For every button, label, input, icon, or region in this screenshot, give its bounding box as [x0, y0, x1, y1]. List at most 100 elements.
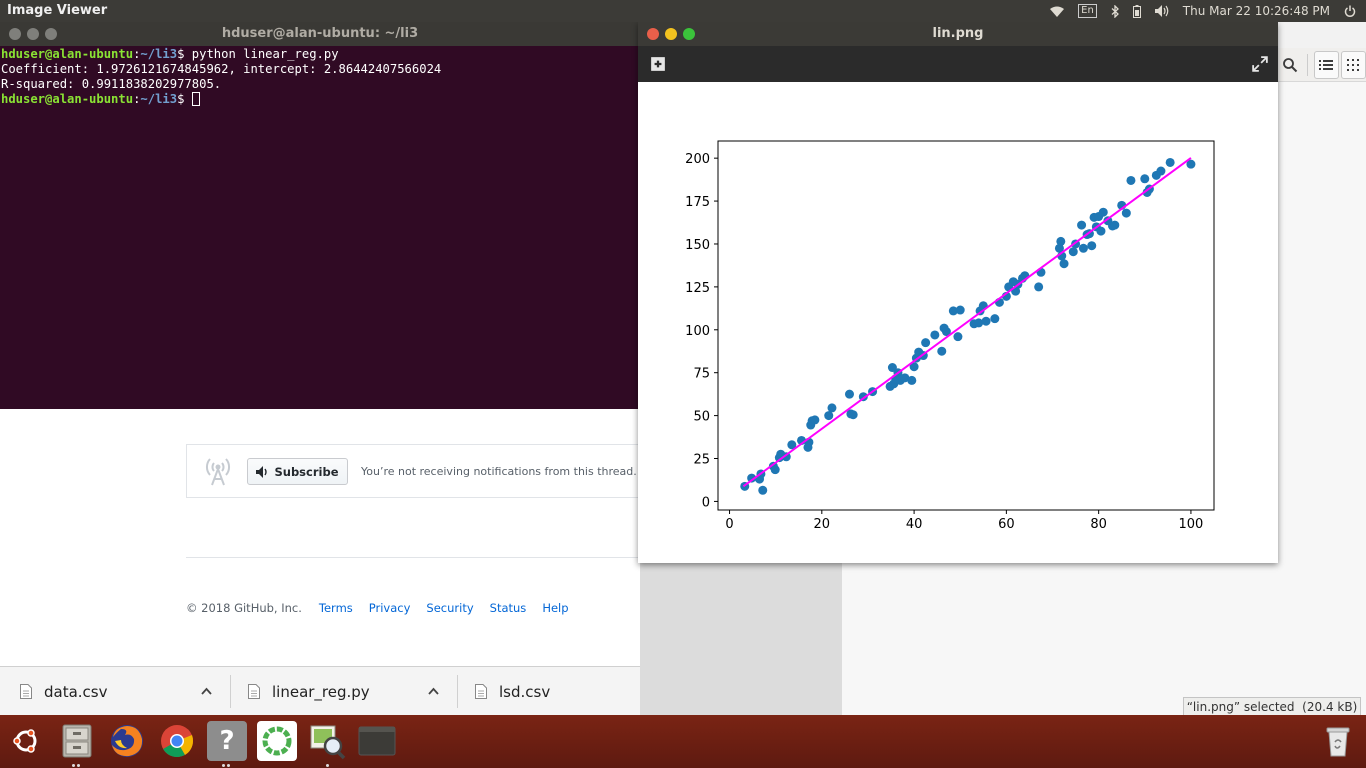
wifi-icon[interactable]	[1050, 6, 1065, 17]
data-point	[948, 306, 958, 316]
viewer-title: lin.png	[932, 26, 984, 41]
prompt-symbol: $	[177, 47, 192, 61]
list-view-button[interactable]	[1313, 50, 1339, 79]
prompt-user: hduser@alan-ubuntu	[1, 92, 134, 106]
running-indicator	[326, 764, 329, 767]
data-point	[787, 440, 797, 450]
download-item[interactable]: data.csv	[20, 667, 220, 716]
prompt-separator: :	[133, 92, 141, 106]
data-point	[810, 415, 820, 425]
green-ring-app-icon[interactable]	[257, 721, 297, 761]
data-point	[955, 305, 965, 315]
clock[interactable]: Thu Mar 22 10:26:48 PM	[1182, 4, 1330, 18]
volume-icon[interactable]	[1154, 5, 1169, 17]
maximize-button[interactable]	[683, 28, 695, 40]
running-indicator	[72, 764, 75, 767]
prompt-user: hduser@alan-ubuntu	[1, 47, 134, 61]
data-point	[921, 338, 931, 348]
battery-icon[interactable]	[1132, 4, 1141, 18]
minimize-button[interactable]	[665, 28, 677, 40]
image-canvas[interactable]: 0 20 40 60 80 100 0 25 50 75 100 125 150 175 200	[638, 82, 1278, 563]
y-tick-label: 50	[693, 410, 710, 425]
data-point	[1156, 166, 1166, 176]
file-icon	[248, 684, 260, 699]
terminal-window[interactable]: hduser@alan-ubuntu: ~/li3 hduser@alan-ub…	[0, 22, 640, 409]
files-toolbar	[1276, 48, 1366, 82]
terminal-output[interactable]: hduser@alan-ubuntu:~/li3$ python linear_…	[0, 46, 640, 108]
data-point	[1165, 157, 1175, 167]
data-point	[827, 403, 837, 413]
files-sidebar-strip	[640, 560, 842, 715]
data-point	[1078, 243, 1088, 253]
data-point	[1186, 159, 1196, 169]
data-point	[1068, 247, 1078, 257]
data-point	[941, 327, 951, 337]
regression-line	[742, 157, 1192, 488]
firefox-icon[interactable]	[107, 721, 147, 761]
footer-link-privacy[interactable]: Privacy	[368, 601, 411, 615]
running-indicator	[77, 764, 80, 767]
file-icon	[475, 684, 487, 699]
data-point	[1034, 282, 1044, 292]
close-button[interactable]	[647, 28, 659, 40]
y-tick-label: 75	[693, 367, 710, 382]
prompt-path: ~/li3	[140, 47, 178, 61]
data-point	[1059, 259, 1069, 269]
footer-link-terms[interactable]: Terms	[318, 601, 353, 615]
image-viewer-icon[interactable]	[307, 721, 347, 761]
x-tick-label: 40	[906, 517, 923, 532]
footer-link-status[interactable]: Status	[489, 601, 527, 615]
terminal-titlebar[interactable]: hduser@alan-ubuntu: ~/li3	[0, 22, 640, 46]
prompt-separator: :	[133, 47, 141, 61]
keyboard-layout-indicator[interactable]: En	[1078, 4, 1097, 18]
chevron-up-icon[interactable]	[201, 687, 212, 695]
notifications-box: Subscribe You’re not receiving notificat…	[186, 444, 646, 498]
chevron-up-icon[interactable]	[428, 687, 439, 695]
subscribe-label: Subscribe	[274, 464, 339, 479]
footer-link-security[interactable]: Security	[426, 601, 474, 615]
x-tick-label: 80	[1090, 517, 1107, 532]
launcher-dock: ?	[0, 715, 1366, 768]
gallery-toggle-icon[interactable]	[650, 56, 666, 72]
x-tick-label: 60	[998, 517, 1015, 532]
help-icon[interactable]: ?	[207, 721, 247, 761]
data-point	[937, 346, 947, 356]
fullscreen-icon[interactable]	[1252, 56, 1268, 72]
data-point	[1098, 207, 1108, 217]
data-point	[1126, 175, 1136, 185]
grid-view-button[interactable]	[1340, 50, 1366, 79]
chrome-icon[interactable]	[157, 721, 197, 761]
running-indicator	[227, 764, 230, 767]
selection-status: “lin.png” selected (20.4 kB)	[1183, 697, 1361, 716]
data-point	[844, 389, 854, 399]
download-separator	[457, 675, 458, 708]
broadcast-icon	[206, 458, 230, 486]
data-point	[1096, 226, 1106, 236]
close-button[interactable]	[9, 28, 21, 40]
trash-icon[interactable]	[1318, 721, 1358, 761]
data-point	[848, 410, 858, 420]
ubuntu-logo-icon[interactable]	[6, 721, 46, 761]
minimize-button[interactable]	[27, 28, 39, 40]
download-filename: linear_reg.py	[272, 682, 370, 701]
files-icon[interactable]	[57, 721, 97, 761]
subscribe-button[interactable]: Subscribe	[247, 458, 348, 485]
terminal-icon[interactable]	[357, 721, 397, 761]
x-tick-label: 20	[814, 517, 831, 532]
prompt-path: ~/li3	[140, 92, 178, 106]
data-point	[781, 452, 791, 462]
download-item[interactable]: lsd.csv	[475, 667, 625, 716]
download-item[interactable]: linear_reg.py	[248, 667, 448, 716]
footer-divider	[186, 557, 640, 558]
power-icon[interactable]	[1344, 5, 1356, 17]
viewer-titlebar[interactable]: lin.png	[638, 22, 1278, 46]
data-point	[1121, 208, 1131, 218]
footer-link-help[interactable]: Help	[542, 601, 569, 615]
data-point	[1110, 220, 1120, 230]
image-viewer-window[interactable]: lin.png 0 20 40 60 80 100 0 25 50 75 100 125 150 175 2…	[638, 22, 1278, 563]
bluetooth-icon[interactable]	[1111, 4, 1119, 18]
search-button[interactable]	[1278, 51, 1303, 79]
maximize-button[interactable]	[45, 28, 57, 40]
terminal-line: Coefficient: 1.9726121674845962, interce…	[1, 62, 442, 76]
